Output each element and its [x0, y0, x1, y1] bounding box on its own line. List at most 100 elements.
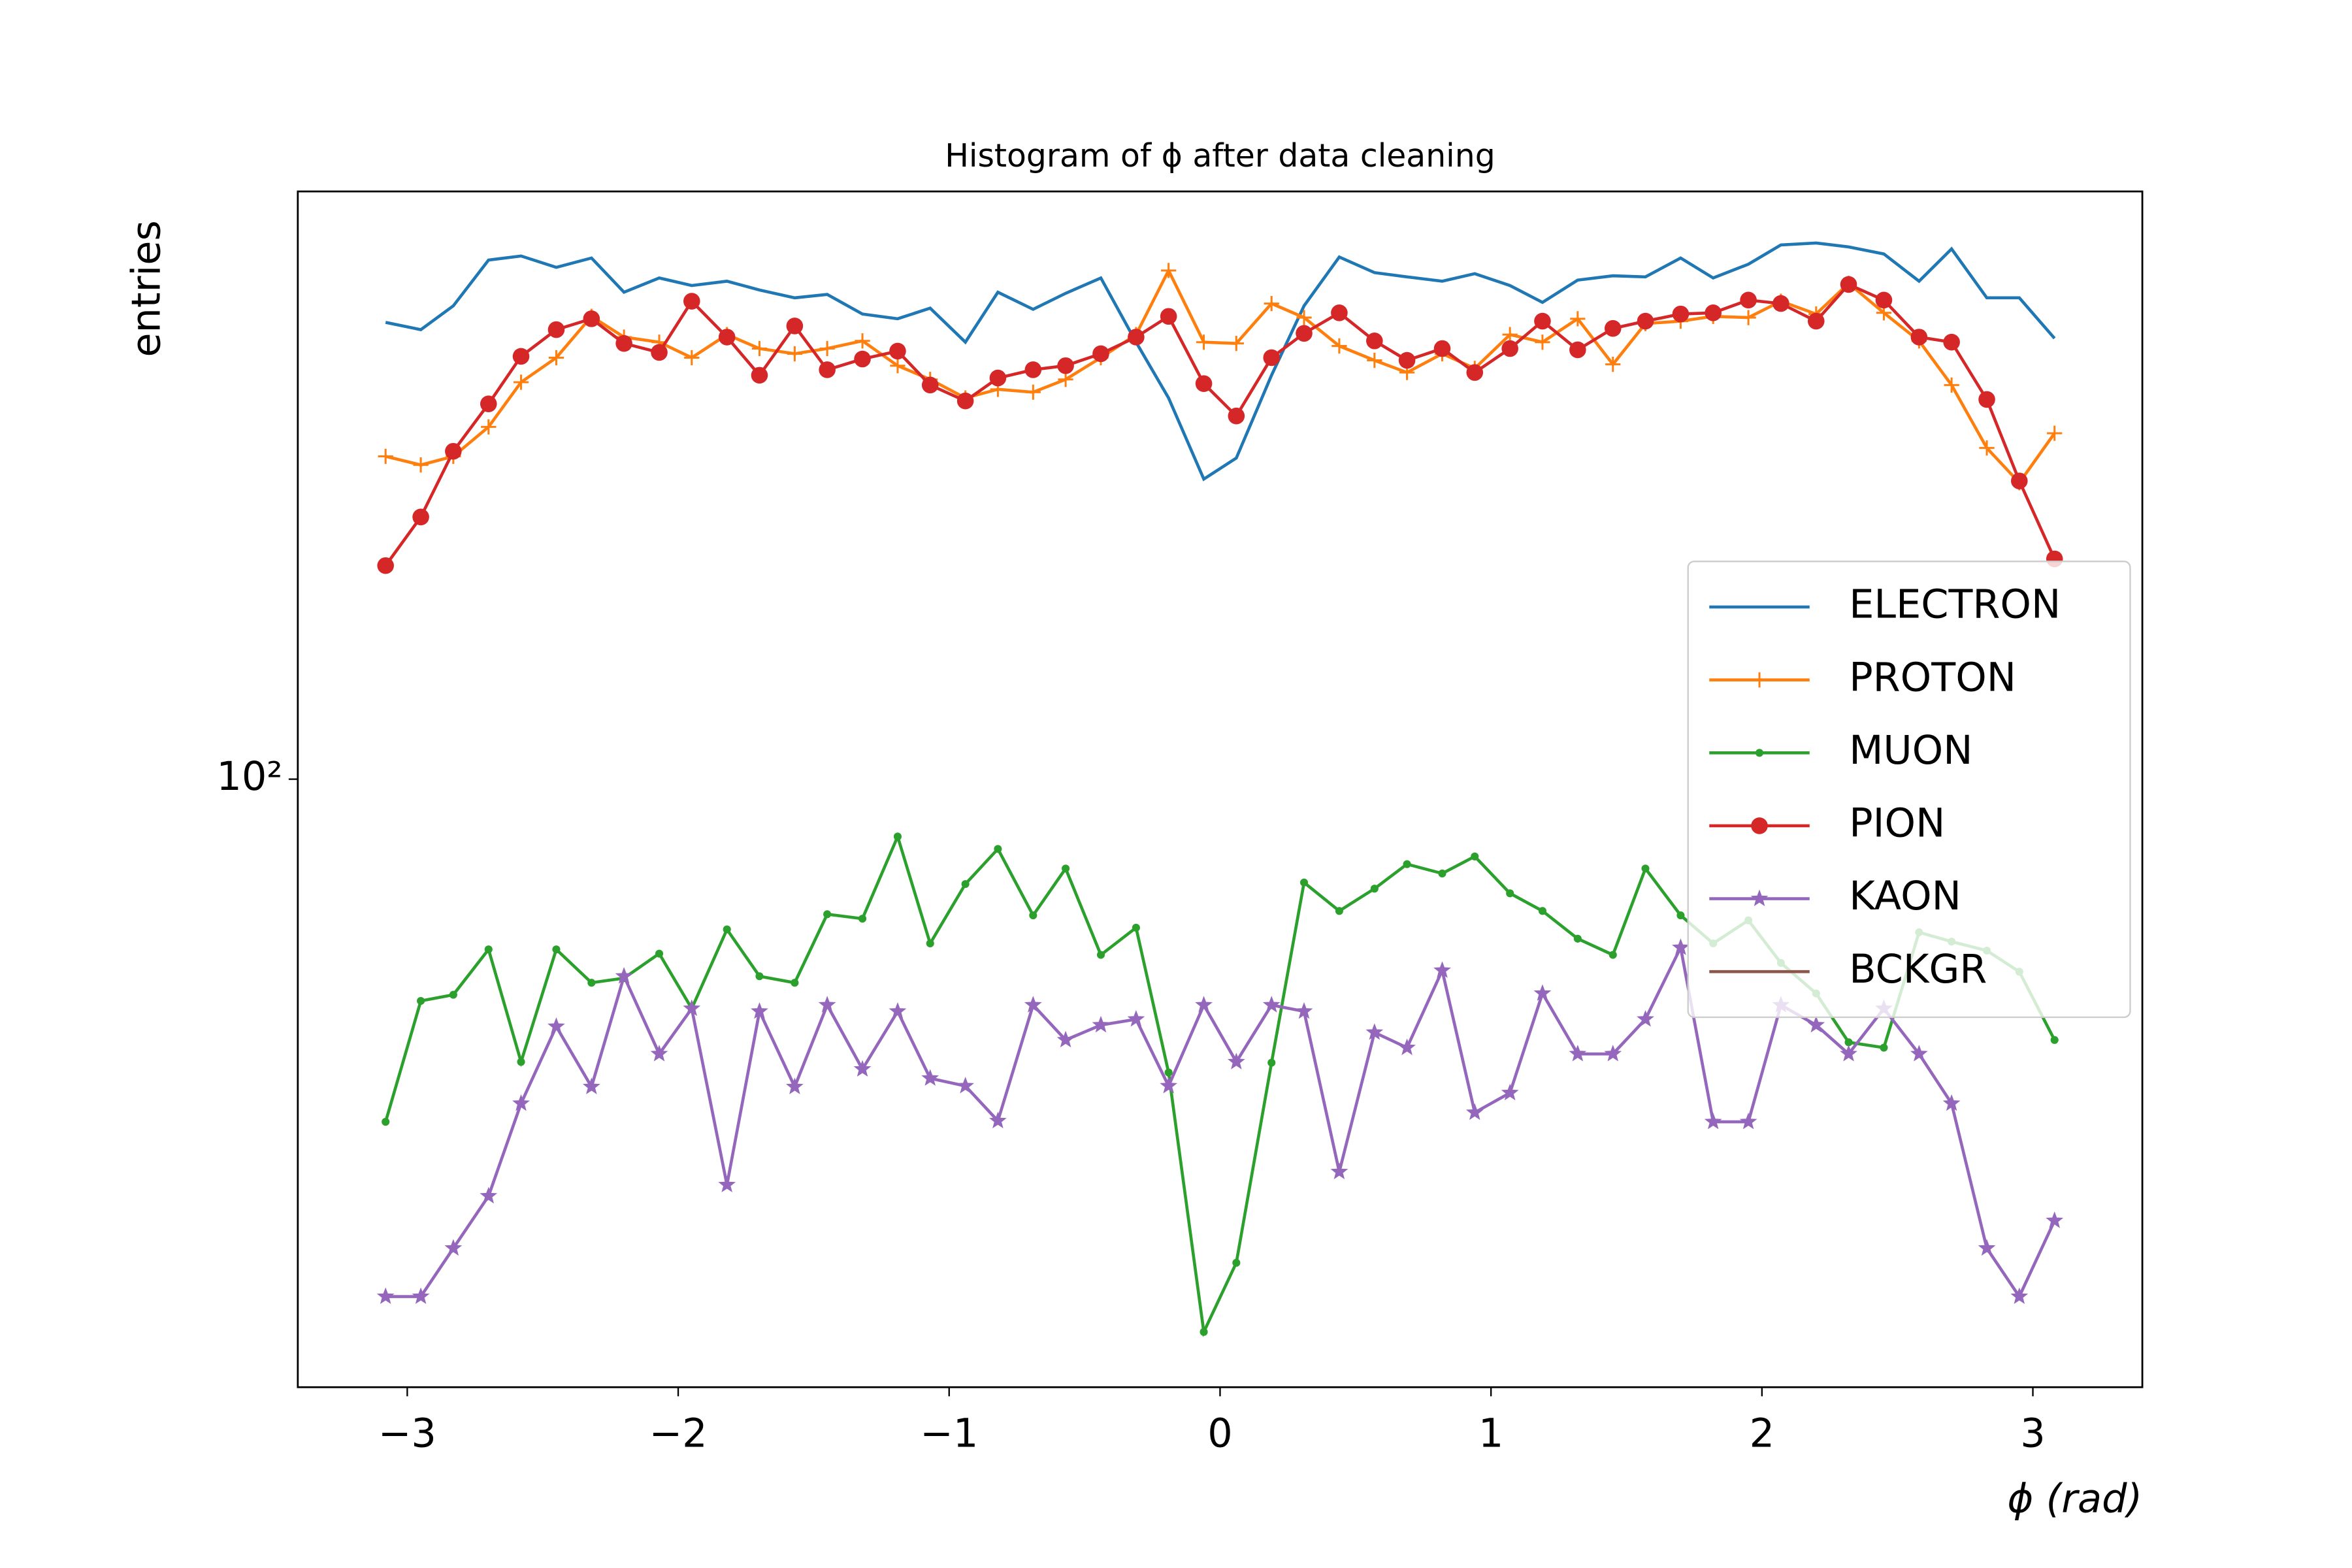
marker [1160, 308, 1177, 325]
marker [2050, 1036, 2059, 1044]
marker [413, 457, 429, 473]
marker [854, 350, 871, 368]
marker [684, 350, 700, 366]
marker [1195, 375, 1213, 392]
marker [1471, 852, 1479, 860]
marker [1092, 1015, 1110, 1033]
marker [1092, 345, 1109, 363]
marker [615, 967, 633, 984]
marker [956, 1077, 975, 1094]
marker [751, 340, 768, 357]
marker [1641, 864, 1650, 873]
marker [2046, 1211, 2064, 1228]
marker [791, 979, 799, 987]
marker [1637, 1009, 1654, 1027]
marker [1330, 1162, 1348, 1179]
legend-box [1687, 561, 2131, 1019]
marker [2010, 1287, 2029, 1304]
marker [1062, 864, 1070, 873]
marker [961, 880, 970, 889]
marker [1672, 938, 1690, 955]
marker [412, 508, 429, 526]
marker [1366, 332, 1383, 350]
marker [1875, 291, 1893, 309]
marker [1024, 996, 1042, 1013]
x-tick-label: −1 [920, 1411, 978, 1456]
marker [1370, 885, 1379, 893]
marker [1840, 276, 1857, 293]
marker [1262, 996, 1281, 1013]
marker [1025, 384, 1041, 400]
marker [548, 350, 564, 366]
marker [1128, 329, 1145, 346]
marker [921, 376, 939, 394]
marker [512, 348, 530, 365]
y-axis-label: entries [124, 220, 170, 357]
marker [921, 1069, 939, 1086]
marker [1573, 934, 1582, 943]
legend-label: KAON [1849, 874, 1961, 919]
marker [1024, 361, 1042, 378]
x-tick-label: −2 [649, 1411, 707, 1456]
marker [650, 1045, 668, 1062]
x-tick-label: 2 [1750, 1411, 1774, 1456]
marker [855, 333, 870, 349]
marker [683, 293, 700, 310]
marker [1569, 1045, 1587, 1062]
plot-frame [297, 190, 2144, 1388]
legend-label: BCKGR [1849, 947, 1987, 992]
marker [1331, 338, 1347, 354]
marker [1538, 907, 1546, 915]
marker [1227, 1053, 1245, 1070]
marker [1160, 1077, 1178, 1094]
marker [1605, 357, 1621, 372]
marker [1535, 335, 1550, 350]
marker [819, 361, 836, 378]
marker [1132, 923, 1140, 932]
marker [853, 1060, 872, 1077]
marker [480, 1186, 498, 1204]
marker [1127, 1009, 1145, 1027]
marker [512, 1094, 530, 1111]
marker [1979, 440, 1995, 456]
marker [889, 342, 906, 360]
marker [587, 979, 596, 987]
legend-label: MUON [1849, 728, 1972, 774]
marker [517, 1058, 525, 1066]
marker [1398, 351, 1416, 369]
marker [683, 999, 701, 1017]
marker [1501, 1083, 1519, 1101]
series-line [385, 943, 2056, 1300]
marker [1161, 263, 1177, 278]
marker [1676, 911, 1685, 920]
marker [1752, 672, 1767, 688]
marker [718, 329, 736, 346]
marker [1755, 749, 1764, 757]
marker [1164, 1068, 1173, 1077]
x-tick-label: 1 [1478, 1411, 1503, 1456]
marker [1772, 295, 1789, 312]
marker [1604, 1045, 1622, 1062]
legend-label: ELECTRON [1849, 582, 2061, 628]
marker [1096, 951, 1105, 959]
x-tick-label: −3 [378, 1411, 436, 1456]
marker [547, 321, 565, 338]
marker [1740, 310, 1756, 325]
marker [751, 367, 768, 384]
marker [412, 1287, 430, 1304]
marker [582, 1077, 600, 1094]
x-tick-label: 0 [1207, 1411, 1232, 1456]
marker [1295, 1002, 1313, 1019]
marker [989, 369, 1007, 387]
marker [787, 346, 802, 362]
marker [552, 945, 561, 954]
marker [786, 318, 804, 335]
marker [1196, 335, 1212, 350]
marker [1228, 407, 1245, 425]
marker [1844, 1038, 1853, 1047]
marker [1465, 1103, 1484, 1120]
marker [1438, 869, 1446, 877]
marker [1058, 372, 1073, 387]
marker [583, 310, 600, 327]
